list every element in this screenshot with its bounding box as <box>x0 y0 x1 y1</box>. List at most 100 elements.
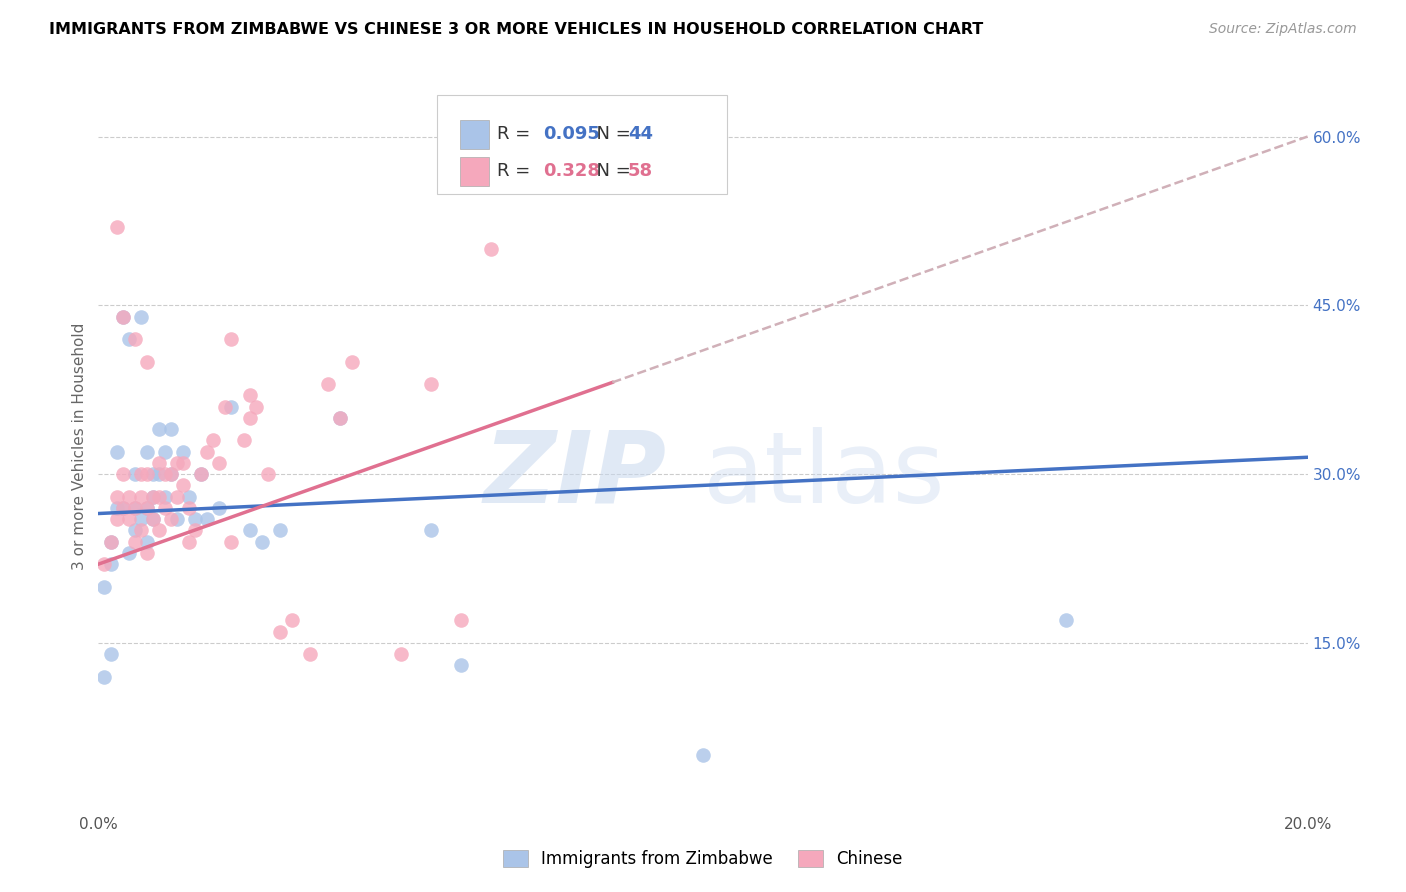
Point <box>105 512 128 526</box>
Point <box>100 534 122 549</box>
Point <box>420 524 443 538</box>
Text: ZIP: ZIP <box>484 426 666 524</box>
Point <box>172 478 194 492</box>
Point <box>118 490 141 504</box>
Point <box>124 332 146 346</box>
Point <box>269 524 291 538</box>
Point <box>124 524 146 538</box>
Point <box>329 410 352 425</box>
Point <box>450 614 472 628</box>
Point <box>166 456 188 470</box>
Point <box>105 444 128 458</box>
Y-axis label: 3 or more Vehicles in Household: 3 or more Vehicles in Household <box>72 322 87 570</box>
Point <box>129 524 152 538</box>
Point <box>124 534 146 549</box>
Point <box>166 490 188 504</box>
Point <box>179 534 201 549</box>
Point <box>160 512 183 526</box>
Point <box>148 422 170 436</box>
Point <box>232 434 254 448</box>
Point <box>105 219 128 234</box>
Point <box>148 467 170 482</box>
Text: 58: 58 <box>628 162 654 180</box>
Point <box>692 748 714 763</box>
Point <box>195 512 218 526</box>
Point <box>135 444 157 458</box>
Point <box>153 467 176 482</box>
Point <box>105 500 128 515</box>
Point <box>100 557 122 571</box>
Point <box>420 377 443 392</box>
Point <box>135 500 157 515</box>
Point <box>129 490 152 504</box>
Text: 0.095: 0.095 <box>543 125 600 144</box>
Point <box>342 354 364 368</box>
Point <box>118 546 141 560</box>
Point <box>239 524 262 538</box>
Point <box>129 310 152 324</box>
Point <box>208 456 231 470</box>
Point <box>129 467 152 482</box>
Text: N =: N = <box>585 162 636 180</box>
Point <box>329 410 352 425</box>
Point <box>184 524 207 538</box>
Point <box>190 467 212 482</box>
Point <box>245 400 267 414</box>
Point <box>111 500 134 515</box>
Point <box>269 624 291 639</box>
Text: 44: 44 <box>628 125 652 144</box>
Text: R =: R = <box>498 162 537 180</box>
FancyBboxPatch shape <box>437 95 727 194</box>
Point <box>111 467 134 482</box>
Point <box>142 512 165 526</box>
Point <box>179 490 201 504</box>
Point <box>160 467 183 482</box>
FancyBboxPatch shape <box>460 157 489 186</box>
Point <box>118 512 141 526</box>
Point <box>148 524 170 538</box>
Point <box>124 500 146 515</box>
Text: R =: R = <box>498 125 537 144</box>
FancyBboxPatch shape <box>460 120 489 149</box>
Point <box>153 500 176 515</box>
Point <box>214 400 236 414</box>
Point <box>221 534 243 549</box>
Point <box>250 534 273 549</box>
Point <box>481 242 503 256</box>
Point <box>195 444 218 458</box>
Point <box>389 647 412 661</box>
Point <box>135 500 157 515</box>
Point <box>142 490 165 504</box>
Text: N =: N = <box>585 125 636 144</box>
Point <box>450 658 472 673</box>
Point <box>221 332 243 346</box>
Text: IMMIGRANTS FROM ZIMBABWE VS CHINESE 3 OR MORE VEHICLES IN HOUSEHOLD CORRELATION : IMMIGRANTS FROM ZIMBABWE VS CHINESE 3 OR… <box>49 22 983 37</box>
Point <box>129 512 152 526</box>
Point <box>135 354 157 368</box>
Point <box>172 456 194 470</box>
Point <box>135 467 157 482</box>
Point <box>100 534 122 549</box>
Point <box>100 647 122 661</box>
Point <box>239 410 262 425</box>
Text: Source: ZipAtlas.com: Source: ZipAtlas.com <box>1209 22 1357 37</box>
Point <box>124 500 146 515</box>
Point <box>166 512 188 526</box>
Point <box>153 490 176 504</box>
Point <box>1054 614 1077 628</box>
Point <box>190 467 212 482</box>
Point <box>93 580 115 594</box>
Point <box>135 534 157 549</box>
Legend: Immigrants from Zimbabwe, Chinese: Immigrants from Zimbabwe, Chinese <box>496 843 910 875</box>
Point <box>172 444 194 458</box>
Point <box>142 512 165 526</box>
Point <box>160 422 183 436</box>
Point <box>316 377 339 392</box>
Point <box>111 500 134 515</box>
Point <box>179 500 201 515</box>
Point <box>202 434 225 448</box>
Point <box>184 512 207 526</box>
Text: atlas: atlas <box>703 426 945 524</box>
Point <box>281 614 304 628</box>
Point <box>105 490 128 504</box>
